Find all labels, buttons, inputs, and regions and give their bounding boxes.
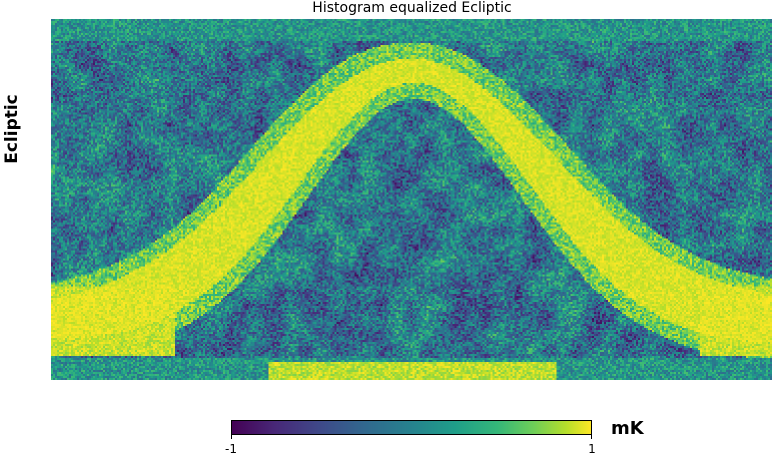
colorbar [231, 420, 592, 435]
figure-title: Histogram equalized Ecliptic [312, 0, 512, 16]
sky-map-frame [51, 19, 772, 380]
coordinate-label: Ecliptic [2, 94, 22, 164]
colorbar-min-label: -1 [225, 442, 237, 456]
colorbar-max-tick [591, 435, 592, 439]
colorbar-max-label: 1 [588, 442, 596, 456]
colorbar-unit-label: mK [611, 418, 644, 439]
colorbar-min-tick [231, 435, 232, 439]
sky-map [51, 19, 772, 380]
